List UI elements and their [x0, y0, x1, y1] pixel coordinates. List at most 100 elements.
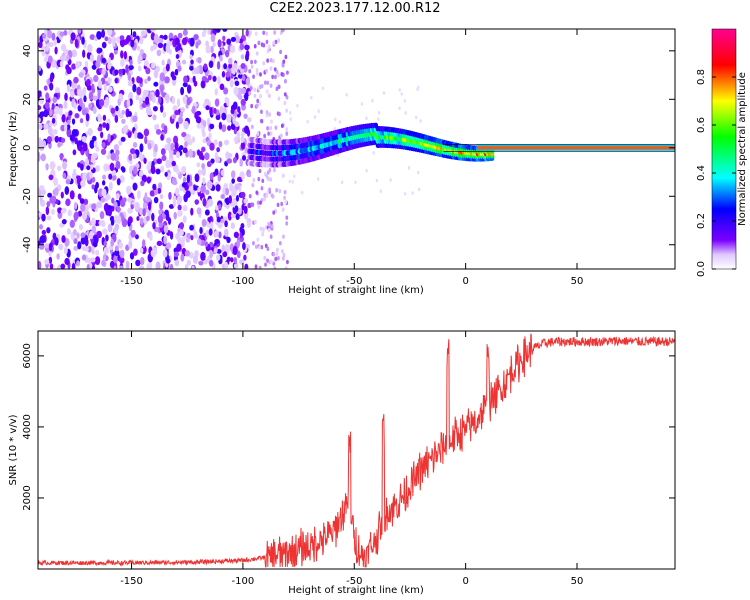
heatmap-cell — [173, 251, 180, 257]
heatmap-cell — [155, 128, 162, 135]
heatmap-cell — [258, 168, 262, 174]
heatmap-cell — [74, 137, 78, 145]
heatmap-cell — [263, 196, 266, 202]
heatmap-cell — [272, 252, 276, 257]
heatmap-cell — [43, 123, 49, 130]
heatmap-cell — [172, 198, 177, 208]
heatmap-cell — [117, 98, 121, 106]
heatmap-cell — [89, 257, 96, 263]
heatmap-cell — [219, 83, 225, 91]
heatmap-cell — [107, 57, 112, 66]
heatmap-cell — [155, 89, 160, 98]
heatmap-cell — [232, 101, 238, 110]
heatmap-cell — [227, 125, 232, 131]
heatmap-cell — [155, 123, 160, 130]
heatmap-cell — [98, 220, 102, 226]
heatmap-cell — [185, 237, 190, 243]
heatmap-cell — [216, 60, 221, 70]
heatmap-cell — [157, 37, 164, 44]
heatmap-cell — [177, 43, 182, 51]
heatmap-cell — [285, 108, 289, 113]
heatmap-cell — [138, 97, 143, 106]
heatmap-cell — [417, 85, 420, 90]
heatmap-cell — [83, 198, 89, 206]
heatmap-cell — [249, 86, 253, 91]
heatmap-cell — [91, 217, 96, 226]
heatmap-cell — [118, 139, 123, 146]
heatmap-cell — [89, 54, 95, 63]
heatmap-cell — [144, 96, 150, 105]
heatmap-cell — [193, 230, 198, 239]
snr-y-ticks: 2000 4000 6000 — [22, 343, 675, 511]
heatmap-cell — [71, 49, 78, 58]
colorbar-label: Normalized spectral amplitude — [737, 72, 748, 226]
heatmap-cell — [73, 237, 78, 245]
heatmap-cell — [229, 44, 236, 54]
heatmap-cell — [189, 224, 194, 231]
heatmap-cell — [57, 264, 62, 269]
heatmap-cell — [276, 202, 280, 208]
heatmap-cell — [88, 91, 94, 101]
heatmap-cell — [267, 227, 271, 233]
heatmap-cell — [88, 103, 92, 111]
heatmap-cell — [286, 70, 289, 75]
heatmap-cell — [162, 249, 168, 258]
heatmap-cell — [400, 92, 403, 96]
heatmap-cell — [86, 165, 91, 171]
heatmap-cell — [128, 65, 134, 71]
colorbar: 0.0 0.2 0.4 0.6 0.8 Normalized spectral ampl… — [696, 28, 748, 277]
heatmap-cell — [261, 232, 265, 237]
heatmap-cell — [160, 165, 165, 173]
heatmap-cell — [216, 248, 222, 254]
heatmap-cell — [107, 77, 112, 84]
heatmap-cell — [86, 84, 92, 91]
heatmap-cell — [146, 176, 152, 184]
heatmap-cell — [284, 199, 288, 205]
heatmap-cell — [232, 68, 236, 75]
heatmap-cell — [277, 256, 280, 261]
heatmap-cell — [273, 266, 277, 269]
heatmap-cell — [237, 106, 241, 113]
heatmap-cell — [231, 186, 237, 196]
heatmap-cell — [142, 208, 146, 217]
heatmap-cell — [48, 174, 54, 181]
heatmap-cell — [86, 263, 90, 269]
heatmap-cell — [91, 203, 97, 210]
heatmap-cell — [234, 183, 240, 190]
heatmap-cell — [243, 113, 248, 119]
heatmap-cell — [267, 131, 271, 136]
heatmap-cell — [96, 230, 102, 239]
heatmap-cell — [38, 65, 42, 72]
heatmap-cell — [215, 115, 221, 121]
heatmap-cell — [68, 110, 73, 116]
heatmap-cell — [42, 140, 47, 149]
heatmap-cell — [253, 44, 257, 49]
heatmap-cell — [107, 133, 111, 143]
heatmap-cell — [152, 183, 157, 191]
snr-x-tick-label: -50 — [346, 576, 362, 587]
heatmap-cell — [281, 63, 285, 68]
heatmap-cell — [273, 67, 277, 72]
heatmap-cell — [59, 153, 64, 161]
heatmap-cell — [81, 109, 88, 116]
heatmap-cell — [75, 61, 81, 69]
heatmap-cell — [215, 29, 221, 33]
heatmap-cell — [95, 249, 100, 256]
heatmap-cell — [45, 206, 50, 215]
heatmap-cell — [266, 126, 270, 131]
heatmap-cell — [91, 83, 95, 92]
heatmap-cell — [110, 238, 115, 247]
heatmap-cell — [214, 88, 219, 96]
heatmap-cell — [155, 261, 161, 269]
heatmap-cell — [255, 68, 259, 73]
heatmap-cell — [44, 259, 50, 265]
heatmap-cell — [377, 117, 380, 121]
heatmap-cell — [112, 37, 116, 47]
heatmap-cell — [51, 208, 55, 215]
heatmap-cell — [139, 170, 144, 177]
spectrogram-x-tick-label: -150 — [120, 276, 143, 287]
heatmap-cell — [258, 101, 262, 106]
heatmap-cell — [237, 73, 244, 79]
heatmap-cell — [163, 225, 169, 234]
heatmap-cell — [72, 149, 77, 156]
